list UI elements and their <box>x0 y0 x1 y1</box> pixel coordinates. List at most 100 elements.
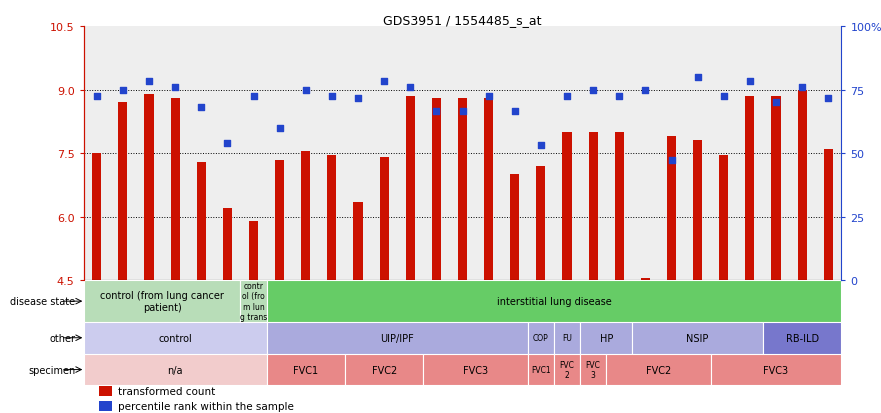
Bar <box>449 27 476 281</box>
Point <box>639 87 653 94</box>
Point <box>194 104 208 111</box>
Point <box>796 85 810 92</box>
Bar <box>658 27 685 281</box>
Bar <box>267 27 292 281</box>
Bar <box>353 202 363 281</box>
Bar <box>371 27 397 281</box>
Bar <box>789 27 815 281</box>
Bar <box>301 152 310 281</box>
Bar <box>537 166 545 281</box>
Bar <box>580 354 606 386</box>
Point <box>115 87 130 94</box>
Bar <box>84 281 241 322</box>
Bar <box>267 322 528 354</box>
Text: disease state: disease state <box>11 297 76 306</box>
Bar <box>99 401 113 411</box>
Bar <box>633 322 763 354</box>
Bar <box>633 27 658 281</box>
Bar <box>711 27 737 281</box>
Bar <box>554 27 580 281</box>
Text: UIP/IPF: UIP/IPF <box>381 333 414 343</box>
Text: transformed count: transformed count <box>118 386 215 396</box>
Bar <box>693 141 702 281</box>
Bar <box>345 354 424 386</box>
Bar <box>797 90 807 281</box>
Bar <box>319 27 345 281</box>
Bar <box>275 160 285 281</box>
Bar <box>606 354 711 386</box>
Bar <box>292 27 319 281</box>
Text: FVC
3: FVC 3 <box>586 360 601 380</box>
Bar <box>328 156 337 281</box>
Text: FVC2: FVC2 <box>646 365 671 375</box>
Bar <box>589 133 597 281</box>
Point <box>299 87 313 94</box>
Bar <box>554 322 580 354</box>
Bar <box>432 99 441 281</box>
Bar <box>458 99 467 281</box>
Bar <box>214 27 241 281</box>
Bar <box>424 354 528 386</box>
Point <box>325 93 339 100</box>
Point <box>351 95 365 102</box>
Bar <box>554 354 580 386</box>
Point <box>769 100 783 106</box>
Bar <box>223 209 232 281</box>
Point <box>455 108 470 115</box>
Bar <box>397 27 424 281</box>
Bar <box>745 97 754 281</box>
Bar <box>241 281 267 322</box>
Point <box>821 95 835 102</box>
Text: FVC3: FVC3 <box>764 365 788 375</box>
Title: GDS3951 / 1554485_s_at: GDS3951 / 1554485_s_at <box>383 14 542 27</box>
Bar <box>711 354 841 386</box>
Bar <box>510 175 520 281</box>
Text: control: control <box>159 333 192 343</box>
Text: FVC2: FVC2 <box>372 365 396 375</box>
Bar <box>84 27 110 281</box>
Point <box>717 93 731 100</box>
Bar <box>528 322 554 354</box>
Bar <box>118 103 128 281</box>
Point <box>664 157 678 164</box>
Point <box>691 74 705 81</box>
Point <box>220 140 234 147</box>
Point <box>90 93 104 100</box>
Bar <box>528 27 554 281</box>
Bar <box>667 137 676 281</box>
Bar <box>501 27 528 281</box>
Text: FVC3: FVC3 <box>463 365 488 375</box>
Point <box>247 93 261 100</box>
Point <box>507 108 522 115</box>
Bar <box>144 95 153 281</box>
Bar <box>189 27 214 281</box>
Bar <box>345 27 371 281</box>
Bar <box>640 279 650 281</box>
Bar <box>484 99 493 281</box>
Bar <box>110 27 136 281</box>
Point <box>560 93 574 100</box>
Text: n/a: n/a <box>167 365 183 375</box>
Bar <box>815 27 841 281</box>
Bar <box>162 27 189 281</box>
Bar <box>737 27 763 281</box>
Bar <box>763 322 841 354</box>
Bar <box>380 158 389 281</box>
Bar <box>267 281 841 322</box>
Bar <box>84 322 267 354</box>
Bar <box>196 162 206 281</box>
Text: specimen: specimen <box>28 365 76 375</box>
Point <box>743 78 757 85</box>
Text: FVC
2: FVC 2 <box>559 360 574 380</box>
Point <box>534 142 548 149</box>
Text: HP: HP <box>600 333 613 343</box>
Point <box>586 87 600 94</box>
Bar <box>93 154 101 281</box>
Bar <box>405 97 415 281</box>
Point <box>612 93 626 100</box>
Text: other: other <box>49 333 76 343</box>
Text: control (from lung cancer
patient): control (from lung cancer patient) <box>100 291 224 312</box>
Point <box>429 108 443 115</box>
Point <box>168 85 182 92</box>
Text: percentile rank within the sample: percentile rank within the sample <box>118 401 293 411</box>
